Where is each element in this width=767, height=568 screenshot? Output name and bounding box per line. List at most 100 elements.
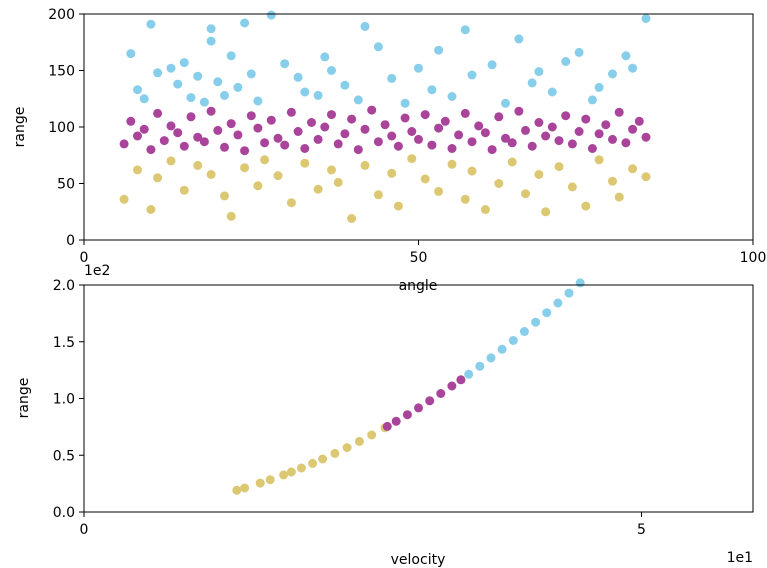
- top-point-low: [594, 155, 604, 165]
- top-point-low: [467, 166, 477, 176]
- top-point-mid: [353, 145, 363, 155]
- top-point-high: [340, 80, 350, 90]
- bottom-point-high: [564, 288, 574, 298]
- top-point-mid: [414, 134, 423, 144]
- top-point-mid: [273, 133, 283, 143]
- top-point-high: [574, 47, 584, 57]
- top-point-high: [353, 95, 363, 105]
- top-point-low: [507, 157, 517, 167]
- top-point-high: [206, 36, 216, 46]
- top-point-mid: [139, 124, 149, 134]
- bottom-point-low: [265, 475, 275, 485]
- bottom-point-mid: [425, 396, 435, 406]
- top-point-mid: [193, 132, 203, 142]
- top-point-mid: [333, 139, 343, 149]
- top-point-low: [253, 181, 263, 191]
- top-point-mid: [501, 133, 510, 143]
- top-point-mid: [253, 123, 263, 133]
- top-point-high: [226, 51, 236, 61]
- top-point-high: [280, 59, 290, 69]
- top-point-mid: [153, 108, 163, 118]
- top-point-low: [133, 165, 142, 175]
- top-point-mid: [514, 106, 524, 116]
- top-point-high: [387, 73, 397, 83]
- top-point-mid: [434, 123, 444, 133]
- top-point-mid: [440, 116, 450, 126]
- bottom-point-high: [553, 298, 563, 308]
- top-point-high: [186, 93, 196, 103]
- top-point-high: [266, 10, 276, 20]
- bottom-x-tick-label: 5: [637, 522, 646, 538]
- top-point-low: [447, 159, 457, 169]
- top-point-mid: [587, 144, 597, 153]
- top-y-tick-label: 200: [48, 7, 75, 23]
- top-point-high: [360, 21, 370, 31]
- top-point-mid: [387, 131, 397, 141]
- top-point-mid: [507, 138, 517, 148]
- bottom-x-offset-text: 1e1: [727, 550, 753, 566]
- top-point-mid: [340, 129, 350, 139]
- top-x-axis-label: angle: [399, 278, 438, 294]
- top-point-low: [347, 214, 357, 223]
- top-point-mid: [360, 124, 370, 134]
- top-scatter-panel: 0 50 100 0 50 100 150 200 range angle: [12, 7, 766, 294]
- top-axis-ticks: 0 50 100 0 50 100 150 200: [48, 7, 766, 266]
- top-point-high: [534, 67, 544, 77]
- top-point-high: [608, 69, 617, 79]
- top-point-low: [521, 189, 530, 199]
- top-point-low: [333, 177, 343, 187]
- top-point-high: [213, 77, 223, 87]
- top-point-high: [400, 98, 410, 108]
- top-point-high: [166, 63, 176, 73]
- top-point-mid: [220, 142, 229, 152]
- bottom-point-low: [279, 470, 289, 480]
- top-point-mid: [286, 107, 296, 117]
- top-point-high: [313, 90, 323, 100]
- bottom-point-high: [464, 369, 474, 379]
- top-point-low: [146, 205, 156, 214]
- bottom-point-low: [255, 478, 265, 488]
- top-point-mid: [454, 130, 464, 140]
- bottom-point-high: [519, 327, 529, 336]
- top-point-high: [173, 79, 183, 89]
- top-point-mid: [427, 140, 437, 150]
- top-point-high: [320, 52, 330, 62]
- top-point-mid: [554, 136, 564, 146]
- top-point-mid: [460, 108, 470, 118]
- top-point-high: [447, 92, 457, 101]
- top-point-high: [133, 85, 142, 95]
- top-point-high: [293, 72, 303, 82]
- top-point-high: [547, 87, 557, 97]
- top-point-mid: [126, 116, 136, 126]
- top-point-mid: [373, 137, 383, 147]
- top-point-mid: [240, 146, 250, 156]
- top-point-mid: [186, 112, 196, 122]
- top-point-mid: [614, 107, 624, 117]
- bottom-axis-ticks: 0 5 0.0 0.5 1.0 1.5 2.0: [53, 278, 646, 538]
- top-point-low: [567, 182, 577, 192]
- top-point-mid: [400, 113, 410, 123]
- top-point-high: [621, 51, 631, 61]
- bottom-y-tick-label: 0.5: [53, 448, 75, 464]
- top-point-mid: [347, 114, 357, 124]
- top-y-axis-label: range: [12, 107, 28, 148]
- top-y-tick-label: 150: [48, 64, 75, 80]
- top-x-tick-label: 50: [410, 250, 428, 266]
- top-point-low: [153, 173, 163, 183]
- top-point-low: [641, 172, 651, 182]
- top-point-mid: [199, 137, 209, 147]
- bottom-x-tick-label: 0: [80, 522, 89, 538]
- top-point-mid: [226, 119, 236, 129]
- top-point-mid: [407, 127, 417, 136]
- top-point-mid: [474, 121, 484, 131]
- bottom-point-low: [296, 463, 306, 473]
- top-point-mid: [206, 106, 216, 116]
- top-point-mid: [608, 134, 617, 144]
- top-point-low: [534, 170, 544, 179]
- bottom-point-mid: [447, 381, 457, 391]
- top-point-high: [139, 94, 149, 104]
- top-point-high: [240, 18, 250, 28]
- top-x-tick-label: 100: [740, 250, 767, 266]
- bottom-point-low: [232, 485, 242, 495]
- top-y-tick-label: 0: [66, 233, 75, 249]
